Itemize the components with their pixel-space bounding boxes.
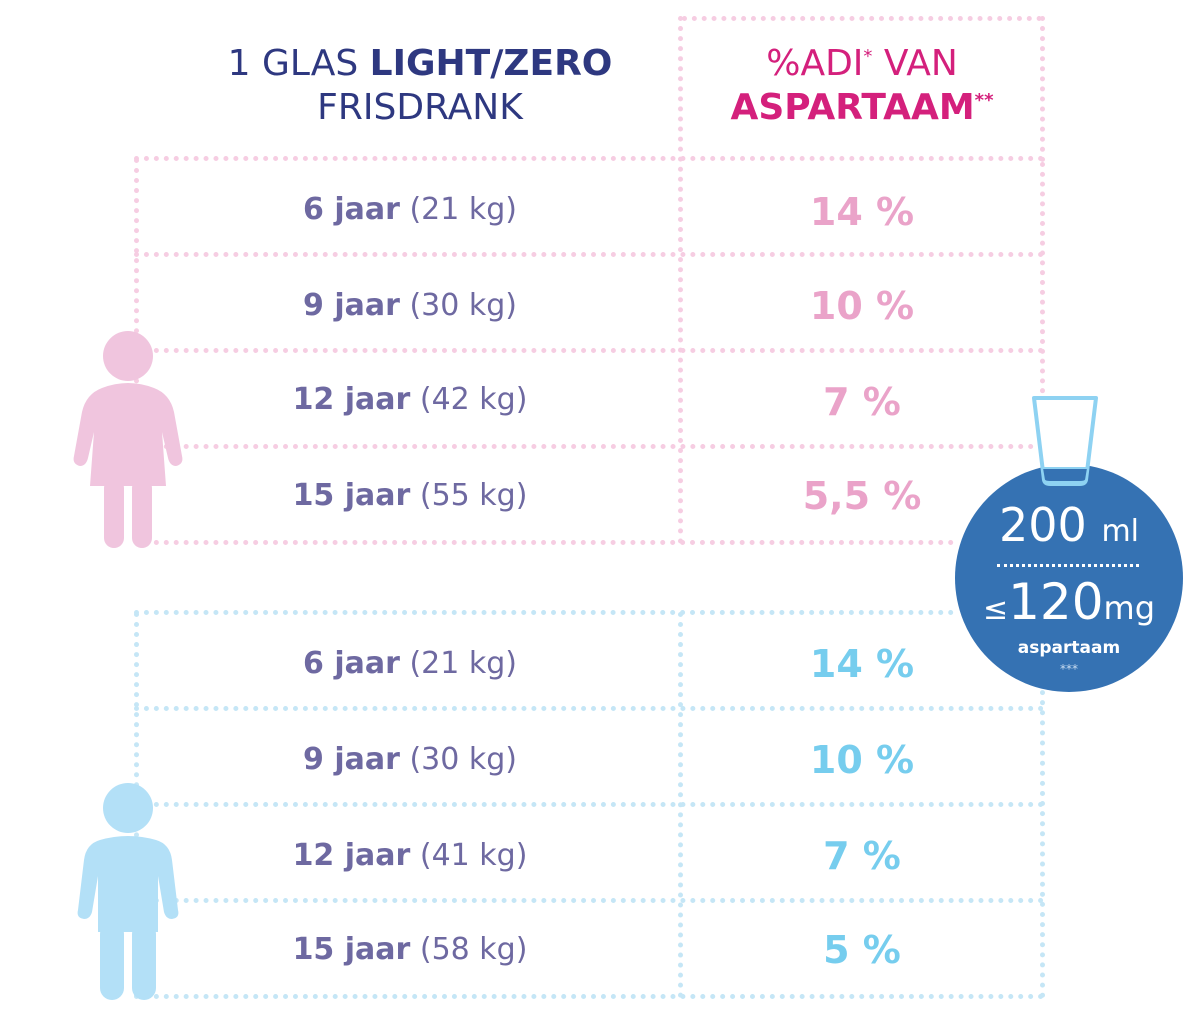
grid-right-edge-girls: [1040, 162, 1045, 482]
badge-amount-unit: mg: [1103, 589, 1156, 627]
boys-row-2-pct: 7 %: [823, 834, 901, 878]
boys-row-3-pct: 5 %: [823, 928, 901, 972]
badge-volume: 200 ml: [955, 500, 1183, 557]
weight-label: (55 kg): [419, 478, 528, 513]
badge-volume-unit: ml: [1101, 514, 1139, 549]
boy-figure-icon: [77, 783, 179, 1000]
age-label: 9 jaar: [303, 742, 400, 777]
weight-label: (30 kg): [409, 742, 517, 777]
grid-line-boys-3: [134, 898, 1044, 903]
grid-line-boys-1: [134, 706, 1044, 711]
badge-amount: ≤120mg: [955, 574, 1183, 638]
grid-line-girls-3: [134, 444, 1044, 449]
header-right-adi: %ADI: [766, 43, 864, 84]
boys-row-1-pct: 10 %: [809, 738, 915, 782]
weight-label: (21 kg): [409, 646, 517, 681]
grid-line-boys-4: [134, 994, 1044, 999]
boys-row-1-age: 9 jaar (30 kg): [140, 740, 680, 780]
girls-row-1-age: 9 jaar (30 kg): [140, 286, 680, 326]
grid-line-girls-1: [134, 252, 1044, 257]
grid-right-edge-header: [1040, 16, 1045, 162]
badge-le-sign: ≤: [982, 592, 1009, 627]
header-right-sup2: **: [974, 90, 994, 111]
weight-label: (58 kg): [419, 932, 528, 967]
girls-row-3-pct: 5,5 %: [802, 474, 922, 518]
header-left: 1 GLAS LIGHT/ZERO FRISDRANK: [160, 42, 680, 130]
grid-line-girls-4: [134, 540, 954, 545]
grid-top-line: [682, 16, 1042, 21]
age-label: 6 jaar: [303, 192, 400, 227]
header-left-prefix: 1 GLAS: [227, 43, 370, 84]
header-right-aspartaam: ASPARTAAM: [730, 87, 975, 128]
girls-row-2-pct: 7 %: [823, 380, 901, 424]
girls-row-2-age: 12 jaar (42 kg): [140, 380, 680, 420]
boys-row-0-age: 6 jaar (21 kg): [140, 644, 680, 684]
grid-divider-girls: [678, 16, 683, 544]
grid-line-girls-2: [134, 348, 1044, 353]
age-label: 6 jaar: [303, 646, 400, 681]
boys-row-2-age: 12 jaar (41 kg): [140, 836, 680, 876]
girls-row-0-age: 6 jaar (21 kg): [140, 190, 680, 230]
header-right: %ADI* VAN ASPARTAAM**: [682, 42, 1042, 130]
age-label: 15 jaar: [292, 932, 411, 967]
grid-right-edge-boys: [1040, 680, 1045, 998]
age-label: 15 jaar: [292, 478, 411, 513]
weight-label: (41 kg): [419, 838, 528, 873]
grid-divider-boys: [678, 612, 683, 998]
header-left-bold: LIGHT/ZERO: [369, 43, 613, 84]
age-label: 12 jaar: [292, 382, 411, 417]
badge-footnote: ***: [1060, 662, 1078, 676]
weight-label: (30 kg): [409, 288, 517, 323]
badge-volume-value: 200: [999, 498, 1087, 552]
header-right-sup1: *: [863, 46, 873, 67]
girls-row-3-age: 15 jaar (55 kg): [140, 476, 680, 516]
header-left-line2: FRISDRANK: [317, 87, 523, 128]
age-label: 9 jaar: [303, 288, 400, 323]
boys-row-0-pct: 14 %: [809, 642, 915, 686]
age-label: 12 jaar: [292, 838, 411, 873]
badge-substance: aspartaam: [1017, 638, 1121, 658]
glass-icon: [1032, 396, 1098, 486]
grid-line-girls-0: [134, 156, 1044, 161]
boys-row-3-age: 15 jaar (58 kg): [140, 930, 680, 970]
weight-label: (42 kg): [419, 382, 528, 417]
grid-line-boys-2: [134, 802, 1044, 807]
weight-label: (21 kg): [409, 192, 517, 227]
girl-figure-icon: [73, 331, 183, 548]
badge-separator: [997, 564, 1139, 567]
badge-amount-value: 120: [1008, 573, 1104, 631]
grid-line-boys-0: [134, 610, 954, 615]
girls-row-1-pct: 10 %: [809, 284, 915, 328]
serving-badge: 200 ml ≤120mg aspartaam ***: [955, 464, 1183, 692]
header-right-van: VAN: [872, 43, 958, 84]
girls-row-0-pct: 14 %: [809, 190, 915, 234]
